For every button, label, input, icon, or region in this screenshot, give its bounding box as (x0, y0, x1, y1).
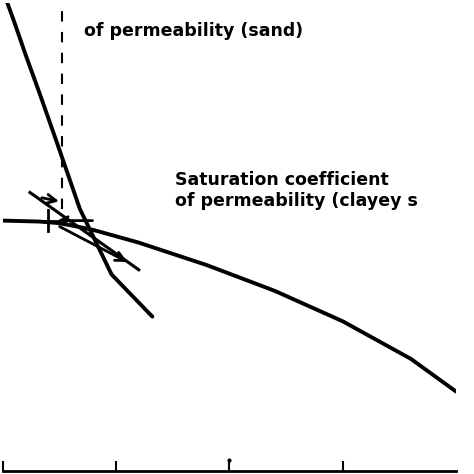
Text: Saturation coefficient
of permeability (clayey s: Saturation coefficient of permeability (… (175, 171, 418, 210)
Text: of permeability (sand): of permeability (sand) (84, 21, 303, 39)
